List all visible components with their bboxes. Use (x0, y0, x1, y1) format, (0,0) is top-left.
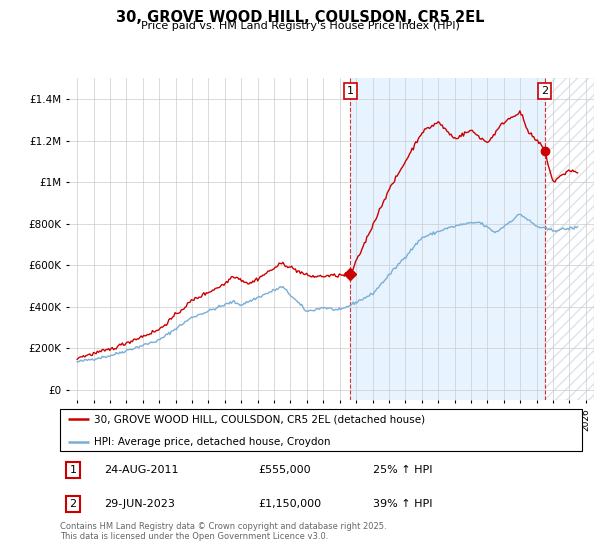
Text: HPI: Average price, detached house, Croydon: HPI: Average price, detached house, Croy… (94, 437, 331, 446)
Text: 25% ↑ HPI: 25% ↑ HPI (373, 465, 433, 475)
Text: 1: 1 (347, 86, 354, 96)
Text: 30, GROVE WOOD HILL, COULSDON, CR5 2EL (detached house): 30, GROVE WOOD HILL, COULSDON, CR5 2EL (… (94, 414, 425, 424)
Text: Contains HM Land Registry data © Crown copyright and database right 2025.
This d: Contains HM Land Registry data © Crown c… (60, 522, 386, 542)
Text: 29-JUN-2023: 29-JUN-2023 (104, 499, 175, 509)
Text: £1,150,000: £1,150,000 (259, 499, 322, 509)
Text: Price paid vs. HM Land Registry's House Price Index (HPI): Price paid vs. HM Land Registry's House … (140, 21, 460, 31)
Text: 30, GROVE WOOD HILL, COULSDON, CR5 2EL: 30, GROVE WOOD HILL, COULSDON, CR5 2EL (116, 10, 484, 25)
Text: 2: 2 (541, 86, 548, 96)
Text: £555,000: £555,000 (259, 465, 311, 475)
Text: 1: 1 (70, 465, 77, 475)
Text: 24-AUG-2011: 24-AUG-2011 (104, 465, 179, 475)
Bar (350, 78, 545, 400)
Text: 39% ↑ HPI: 39% ↑ HPI (373, 499, 433, 509)
Text: 2: 2 (70, 499, 77, 509)
Bar (545, 78, 594, 400)
